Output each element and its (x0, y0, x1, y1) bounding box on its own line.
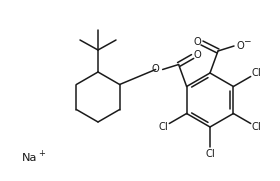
Text: Cl: Cl (158, 122, 168, 132)
Text: O: O (236, 41, 244, 51)
Text: Cl: Cl (252, 68, 262, 78)
Text: Na: Na (22, 153, 37, 163)
Text: O: O (194, 50, 202, 60)
Text: O: O (152, 64, 160, 75)
Text: O: O (193, 37, 201, 47)
Text: +: + (38, 148, 45, 157)
Text: −: − (243, 37, 251, 45)
Text: Cl: Cl (252, 122, 262, 132)
Text: Cl: Cl (205, 149, 215, 159)
